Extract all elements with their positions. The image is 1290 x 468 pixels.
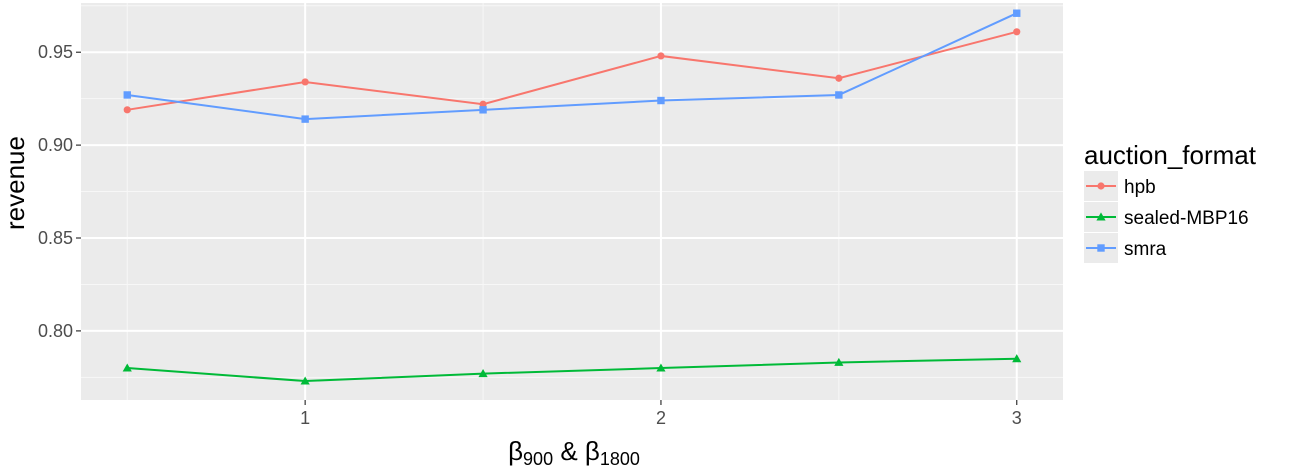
data-point-smra [657, 96, 665, 105]
minor-gridlines [81, 3, 1063, 400]
x-title-beta-1800: β [585, 436, 600, 466]
data-point-hpb [1013, 28, 1021, 36]
legend-key-marker [1096, 212, 1106, 221]
x-title-beta-900: β [508, 436, 523, 466]
data-point-smra [479, 106, 487, 114]
major-gridlines [81, 3, 1063, 400]
legend-title: auction_format [1084, 140, 1257, 170]
x-axis: 1 2 3 [300, 400, 1022, 428]
series-line-smra [127, 12, 1018, 121]
data-point-sealed-mbp16 [1012, 354, 1022, 363]
y-tick-label: 0.85 [38, 228, 73, 248]
legend-label: hpb [1124, 177, 1156, 198]
x-tick-label: 2 [656, 408, 666, 428]
data-point-smra [123, 91, 131, 99]
x-tick-label: 1 [300, 408, 310, 428]
plot-panel [81, 3, 1063, 400]
y-axis: 0.80 0.85 0.90 0.95 [38, 42, 81, 341]
series-layer [122, 9, 1022, 385]
legend-item-sealed-mbp16: sealed-MBP16 [1084, 202, 1249, 232]
legend-label: smra [1124, 239, 1167, 260]
y-tick-label: 0.95 [38, 42, 73, 62]
data-point-hpb [835, 74, 843, 82]
legend-item-smra: smra [1084, 233, 1167, 263]
data-point-hpb [123, 106, 131, 114]
data-point-hpb [479, 100, 487, 108]
legend-key-marker [1097, 244, 1105, 252]
data-point-hpb [657, 52, 665, 60]
legend-label: sealed-MBP16 [1124, 208, 1249, 229]
data-point-sealed-mbp16 [478, 369, 488, 378]
series-hpb [123, 28, 1021, 114]
x-axis-title: β900 & β1800 [508, 436, 640, 468]
series-line-hpb [127, 30, 1017, 111]
y-tick-label: 0.90 [38, 135, 73, 155]
y-axis-title: revenue [0, 136, 30, 230]
x-title-ampersand: & [553, 436, 585, 466]
legend: auction_format hpb sealed-MBP16 smra [1084, 140, 1257, 263]
y-tick-label: 0.80 [38, 321, 73, 341]
series-smra [123, 9, 1021, 123]
series-line-sealed-mbp16 [127, 357, 1017, 383]
x-title-subscript-900: 900 [523, 449, 553, 468]
data-point-sealed-mbp16 [656, 363, 666, 372]
data-point-smra [1013, 9, 1021, 17]
data-point-smra [301, 115, 309, 123]
data-point-sealed-mbp16 [122, 363, 132, 372]
x-tick-label: 3 [1012, 408, 1022, 428]
data-point-hpb [301, 78, 309, 86]
legend-items: hpb sealed-MBP16 smra [1084, 171, 1249, 263]
series-sealed-mbp16 [122, 354, 1022, 385]
legend-key-marker [1097, 182, 1105, 190]
x-title-subscript-1800: 1800 [600, 449, 640, 468]
data-point-smra [835, 91, 843, 99]
legend-item-hpb: hpb [1084, 171, 1156, 201]
data-point-sealed-mbp16 [834, 357, 844, 366]
data-point-sealed-mbp16 [300, 376, 310, 385]
